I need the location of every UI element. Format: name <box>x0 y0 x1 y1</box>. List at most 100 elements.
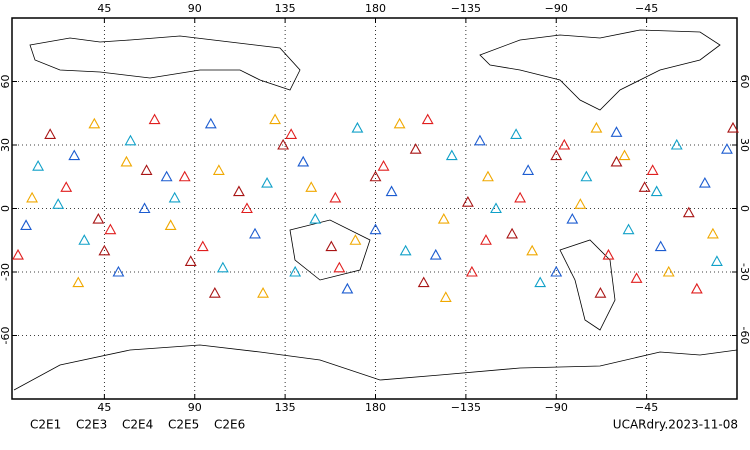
obs-marker <box>682 206 695 218</box>
obs-marker <box>690 282 703 294</box>
y-tick-label: -60 <box>738 327 750 345</box>
legend-entry: C2E6 <box>214 418 245 432</box>
coastline <box>559 239 616 331</box>
obs-marker <box>417 276 430 288</box>
obs-marker <box>590 121 603 133</box>
obs-marker <box>277 138 290 150</box>
obs-marker <box>104 223 117 235</box>
x-tick-label: 90 <box>188 2 202 15</box>
obs-marker <box>26 191 39 203</box>
obs-marker <box>727 121 739 133</box>
y-tick-label: -60 <box>0 327 12 345</box>
obs-marker <box>409 143 422 154</box>
obs-marker <box>168 191 181 203</box>
obs-marker <box>68 149 81 161</box>
obs-marker <box>602 248 615 260</box>
obs-marker <box>393 117 406 129</box>
obs-marker <box>710 255 723 266</box>
obs-marker <box>52 198 65 209</box>
obs-marker <box>526 244 539 256</box>
obs-marker <box>60 181 73 192</box>
y-tick-label: -30 <box>0 263 12 281</box>
obs-marker <box>721 143 733 154</box>
obs-marker <box>148 113 161 125</box>
x-tick-label: 180 <box>365 2 386 15</box>
obs-marker <box>439 291 452 302</box>
obs-marker <box>120 155 133 167</box>
obs-marker <box>421 113 434 125</box>
obs-marker <box>622 223 635 235</box>
coastline <box>13 344 738 391</box>
x-tick-label: 135 <box>275 401 296 414</box>
obs-marker <box>550 149 563 161</box>
x-tick-label: 180 <box>365 401 386 414</box>
obs-marker <box>630 272 643 283</box>
obs-marker <box>164 219 177 230</box>
x-tick-label: −45 <box>635 401 658 414</box>
obs-marker <box>333 261 346 273</box>
obs-marker <box>377 160 390 171</box>
obs-marker <box>196 240 209 252</box>
obs-marker <box>580 170 593 182</box>
coastline <box>29 35 301 91</box>
legend-entry: C2E1 <box>30 418 61 432</box>
obs-marker <box>349 234 362 245</box>
obs-marker <box>269 113 282 125</box>
obs-marker <box>369 170 382 182</box>
obs-marker <box>385 185 398 197</box>
obs-marker <box>341 282 354 294</box>
obs-marker <box>369 223 382 235</box>
obs-marker <box>124 134 137 146</box>
obs-marker <box>44 128 57 139</box>
obs-marker <box>140 164 153 175</box>
obs-marker <box>257 287 269 298</box>
obs-marker <box>305 181 318 192</box>
obs-marker <box>490 202 502 214</box>
obs-marker <box>241 202 253 214</box>
obs-marker <box>650 185 663 197</box>
y-tick-label: 0 <box>738 205 750 212</box>
obs-marker <box>285 128 298 139</box>
y-tick-label: -30 <box>738 263 750 281</box>
obs-marker <box>473 134 486 146</box>
obs-marker <box>204 117 217 129</box>
obs-marker <box>429 248 442 260</box>
obs-marker <box>566 212 579 224</box>
obs-marker <box>12 248 24 260</box>
obs-marker <box>670 138 683 150</box>
obs-marker <box>574 198 587 209</box>
legend-entry: C2E3 <box>76 418 107 432</box>
obs-marker <box>594 287 607 298</box>
obs-marker <box>698 176 711 188</box>
obs-marker <box>289 265 302 277</box>
x-tick-label: −45 <box>635 2 658 15</box>
obs-marker <box>399 244 412 256</box>
obs-marker <box>261 176 273 188</box>
obs-marker <box>514 191 527 203</box>
obs-marker <box>351 121 364 133</box>
obs-marker <box>160 170 173 182</box>
y-tick-label: 60 <box>738 75 750 89</box>
obs-marker <box>654 240 667 252</box>
obs-marker <box>297 155 310 167</box>
legend-entry: C2E5 <box>168 418 199 432</box>
obs-marker <box>662 265 675 277</box>
obs-marker <box>88 117 101 129</box>
obs-marker <box>558 138 571 150</box>
obs-marker <box>32 160 45 171</box>
coastline <box>289 219 371 281</box>
obs-marker <box>112 265 125 277</box>
obs-marker <box>706 227 719 239</box>
y-tick-label: 60 <box>0 75 12 89</box>
obs-marker <box>325 240 338 252</box>
obs-marker <box>309 212 322 224</box>
obs-marker <box>506 227 519 239</box>
obs-marker <box>465 265 478 277</box>
obs-marker <box>208 287 221 298</box>
obs-marker <box>610 155 623 167</box>
x-tick-label: −90 <box>545 401 568 414</box>
legend-entry: C2E4 <box>122 418 153 432</box>
x-tick-label: −135 <box>451 401 481 414</box>
y-tick-label: 30 <box>738 138 750 152</box>
obs-marker <box>138 202 151 214</box>
